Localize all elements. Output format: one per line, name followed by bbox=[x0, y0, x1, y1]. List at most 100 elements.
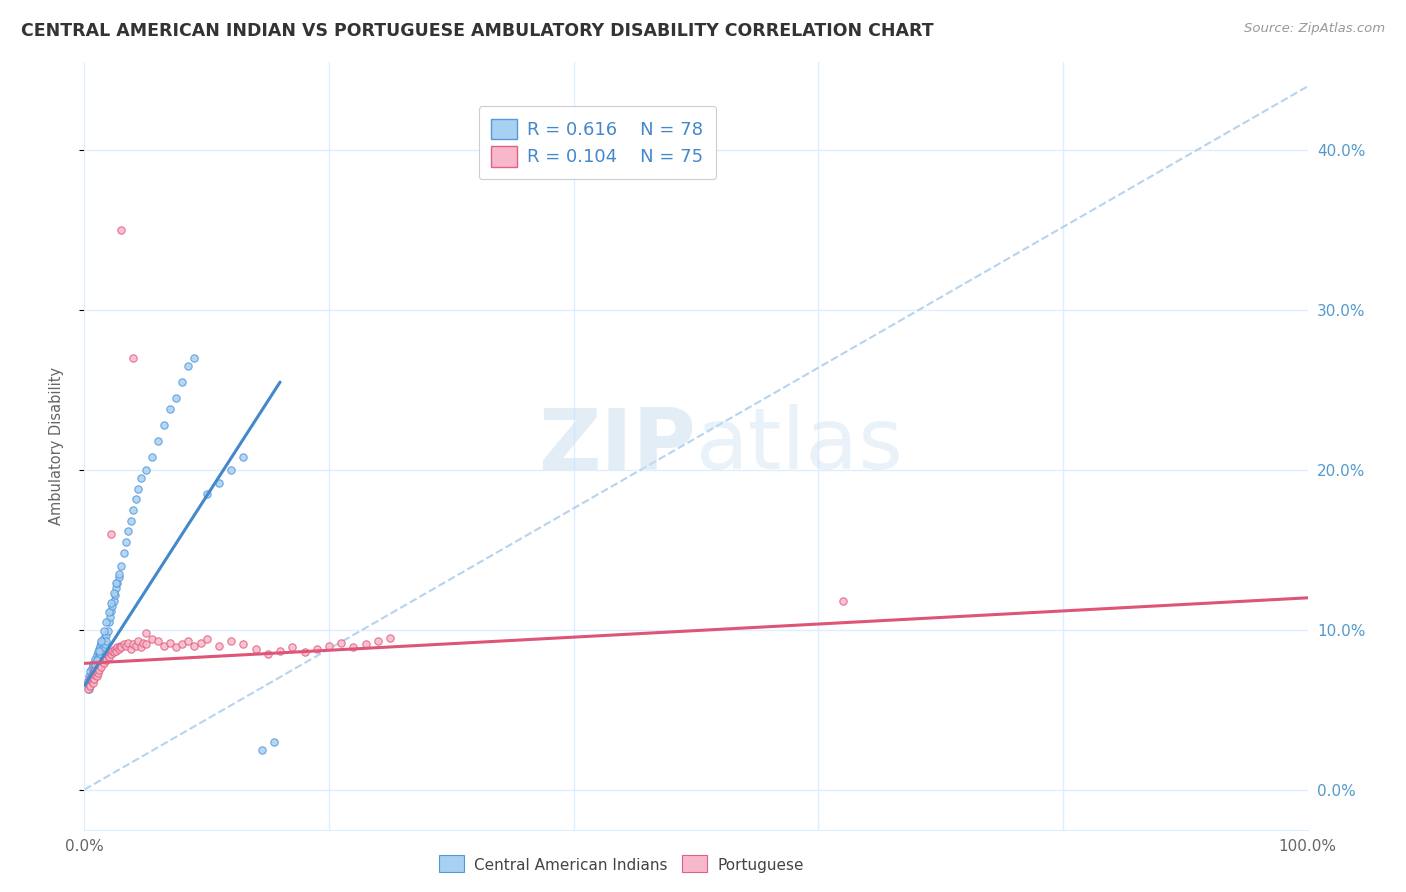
Point bbox=[80, 673, 103, 688]
Point bbox=[177, 359, 200, 373]
Point bbox=[100, 527, 122, 541]
Point bbox=[80, 669, 103, 683]
Point bbox=[98, 610, 121, 624]
Point bbox=[141, 450, 163, 465]
Point bbox=[120, 642, 142, 657]
Point bbox=[172, 637, 194, 651]
Text: Portuguese: Portuguese bbox=[717, 858, 804, 872]
Point bbox=[125, 639, 148, 653]
Point bbox=[101, 599, 124, 613]
Point bbox=[83, 663, 105, 677]
Point bbox=[87, 643, 110, 657]
Point bbox=[153, 639, 176, 653]
Point bbox=[96, 627, 118, 641]
Point bbox=[115, 639, 138, 653]
Point bbox=[97, 624, 120, 639]
Point bbox=[82, 667, 104, 681]
Point bbox=[82, 675, 104, 690]
Point bbox=[93, 624, 115, 639]
Point bbox=[103, 594, 125, 608]
Point bbox=[89, 657, 111, 672]
Point bbox=[97, 649, 120, 664]
Point bbox=[195, 487, 218, 501]
Text: Source: ZipAtlas.com: Source: ZipAtlas.com bbox=[1244, 22, 1385, 36]
Point bbox=[86, 648, 108, 663]
Point bbox=[110, 558, 132, 573]
Point bbox=[117, 524, 139, 538]
Point bbox=[80, 667, 103, 681]
Point bbox=[165, 391, 187, 405]
Point bbox=[105, 576, 128, 591]
Point bbox=[190, 635, 212, 649]
Text: ZIP: ZIP bbox=[538, 404, 696, 488]
Point bbox=[104, 588, 127, 602]
Point bbox=[87, 665, 110, 680]
Text: Central American Indians: Central American Indians bbox=[474, 858, 668, 872]
Point bbox=[125, 491, 148, 506]
Point bbox=[86, 653, 108, 667]
Point bbox=[208, 475, 231, 490]
Point bbox=[98, 645, 121, 659]
Point bbox=[97, 615, 120, 629]
Point bbox=[122, 351, 145, 365]
Point bbox=[94, 651, 117, 665]
Point bbox=[129, 640, 152, 655]
Point bbox=[79, 673, 101, 687]
Point bbox=[86, 669, 108, 683]
Point bbox=[89, 639, 111, 653]
Point bbox=[83, 663, 105, 677]
Point bbox=[84, 663, 107, 677]
Point bbox=[195, 632, 218, 647]
Point bbox=[91, 634, 114, 648]
Point bbox=[89, 647, 111, 661]
Point bbox=[93, 657, 115, 671]
Point bbox=[245, 642, 267, 657]
Point bbox=[105, 581, 128, 595]
Point bbox=[79, 665, 101, 679]
Point bbox=[87, 649, 110, 664]
Point bbox=[96, 634, 118, 648]
Point bbox=[177, 634, 200, 648]
Point bbox=[103, 586, 125, 600]
Point bbox=[93, 631, 115, 645]
Point bbox=[219, 463, 242, 477]
Point bbox=[117, 635, 139, 649]
Point bbox=[208, 639, 231, 653]
Point bbox=[100, 604, 122, 618]
Point bbox=[103, 645, 125, 659]
Point bbox=[100, 647, 122, 661]
Point bbox=[82, 657, 104, 672]
Point bbox=[91, 643, 114, 657]
Point bbox=[84, 667, 107, 681]
Text: atlas: atlas bbox=[696, 404, 904, 488]
Point bbox=[318, 639, 340, 653]
Point bbox=[79, 677, 101, 691]
Point bbox=[86, 665, 108, 679]
Point bbox=[105, 643, 128, 657]
Point bbox=[354, 637, 377, 651]
Point bbox=[120, 514, 142, 528]
Point bbox=[281, 640, 304, 655]
Point bbox=[127, 634, 149, 648]
Point bbox=[83, 657, 105, 671]
Point bbox=[83, 673, 105, 687]
Point bbox=[110, 640, 132, 655]
Point bbox=[108, 639, 131, 653]
Point bbox=[104, 642, 127, 657]
Point bbox=[146, 434, 169, 449]
Point bbox=[84, 657, 107, 672]
Point bbox=[97, 605, 120, 619]
Point bbox=[135, 637, 157, 651]
Point bbox=[84, 651, 107, 665]
Point bbox=[183, 351, 205, 365]
Point bbox=[77, 681, 100, 696]
Point bbox=[112, 637, 135, 651]
Point bbox=[257, 647, 280, 661]
Point bbox=[107, 570, 129, 584]
Point bbox=[77, 669, 100, 683]
Point bbox=[831, 594, 853, 608]
Legend: R = 0.616    N = 78, R = 0.104    N = 75: R = 0.616 N = 78, R = 0.104 N = 75 bbox=[478, 106, 716, 179]
Point bbox=[146, 634, 169, 648]
Point bbox=[105, 576, 128, 591]
Point bbox=[82, 671, 104, 685]
